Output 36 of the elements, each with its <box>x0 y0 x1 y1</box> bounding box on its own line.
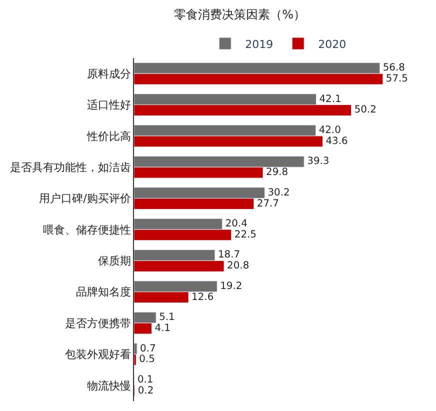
data-label: 19.2 <box>220 280 242 292</box>
data-label: 18.7 <box>218 250 240 261</box>
legend-label: 2020 <box>318 38 346 51</box>
y-tick-label: 物流快慢 <box>86 379 131 392</box>
y-tick-label: 品牌知名度 <box>76 286 131 299</box>
data-label: 39.3 <box>307 156 330 168</box>
data-label: 50.2 <box>354 104 376 116</box>
chart-title: 零食消费决策因素（%） <box>174 8 306 22</box>
y-tick-label: 喂食、储存便捷性 <box>42 223 131 236</box>
data-label: 12.6 <box>192 292 214 303</box>
data-label: 0.7 <box>140 343 156 354</box>
data-label: 22.5 <box>234 229 256 240</box>
y-tick-label: 用户口碑/购买评价 <box>39 192 131 206</box>
data-label: 56.8 <box>382 62 405 74</box>
y-tick-label: 包装外观好看 <box>64 348 131 362</box>
data-label: 0.1 <box>137 374 154 386</box>
y-tick-label: 保质期 <box>98 254 131 268</box>
data-label: 43.6 <box>326 136 348 147</box>
data-label: 30.2 <box>268 187 290 198</box>
y-tick-label: 性价比高 <box>86 130 131 143</box>
y-tick-label: 是否方便携带 <box>64 316 131 330</box>
data-label: 42.0 <box>318 124 341 136</box>
legend-label: 2019 <box>245 38 274 51</box>
data-label: 57.5 <box>386 74 408 85</box>
data-label: 5.1 <box>159 312 175 324</box>
data-label: 42.1 <box>319 94 342 105</box>
data-label: 0.2 <box>138 385 154 396</box>
y-tick-label: 适口性好 <box>86 98 131 112</box>
data-label: 29.8 <box>266 167 288 178</box>
y-tick-label: 原料成分 <box>86 67 131 80</box>
data-label: 20.4 <box>225 218 248 230</box>
y-tick-label: 是否具有功能性，如洁齿 <box>10 160 131 174</box>
data-label: 4.1 <box>154 322 171 334</box>
data-label: 20.8 <box>227 260 250 272</box>
data-label: 27.7 <box>256 198 279 210</box>
data-label: 0.5 <box>139 354 155 366</box>
